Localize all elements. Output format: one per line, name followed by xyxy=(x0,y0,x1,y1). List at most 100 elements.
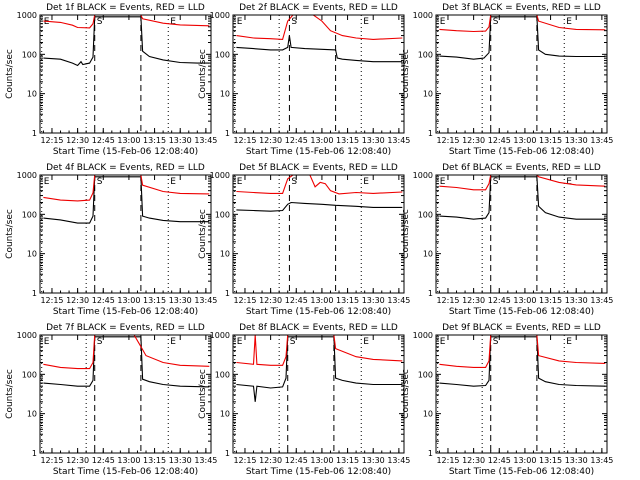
detector-plot-2: Det 2f BLACK = Events, RED = LLD E S E 1 10 10… xyxy=(198,3,410,157)
detector-plot-4: Det 4f BLACK = Events, RED = LLD E S E 1 10 10… xyxy=(5,163,217,317)
x-tick-label: 12:45 xyxy=(285,296,308,305)
x-tick-label: 12:45 xyxy=(285,136,308,145)
x-tick-label: 12:15 xyxy=(40,136,63,145)
y-axis-label: Counts/sec xyxy=(401,209,411,259)
x-tick-label: 13:30 xyxy=(565,136,588,145)
y-tick-label: 1000 xyxy=(413,11,433,20)
y-tick-label: 1000 xyxy=(210,331,230,340)
y-tick-label: 100 xyxy=(418,370,433,379)
x-tick-label: 12:15 xyxy=(233,296,256,305)
marker-label: S xyxy=(493,337,499,347)
y-tick-label: 1 xyxy=(32,289,37,298)
x-axis-label: Start Time (15-Feb-06 12:08:40) xyxy=(246,307,391,317)
series-line-lld xyxy=(43,174,210,202)
x-axis-label: Start Time (15-Feb-06 12:08:40) xyxy=(53,147,198,157)
y-axis-label: Counts/sec xyxy=(198,49,208,99)
y-tick-label: 1 xyxy=(32,129,37,138)
x-axis-label: Start Time (15-Feb-06 12:08:40) xyxy=(449,467,594,477)
x-tick-label: 13:00 xyxy=(310,296,333,305)
x-tick-label: 12:30 xyxy=(259,456,282,465)
series-line-lld xyxy=(236,174,403,195)
y-tick-label: 1000 xyxy=(17,331,37,340)
y-tick-label: 100 xyxy=(418,210,433,219)
x-tick-label: 13:30 xyxy=(362,136,385,145)
x-tick-label: 13:15 xyxy=(336,456,359,465)
plot-title: Det 3f BLACK = Events, RED = LLD xyxy=(442,3,601,13)
x-tick-label: 12:30 xyxy=(462,136,485,145)
x-axis-label: Start Time (15-Feb-06 12:08:40) xyxy=(449,307,594,317)
y-tick-label: 100 xyxy=(215,210,230,219)
x-tick-label: 13:00 xyxy=(117,136,140,145)
plot-frame xyxy=(435,334,608,454)
detector-plot-5: Det 5f BLACK = Events, RED = LLD E S E 1 10 10… xyxy=(198,163,410,317)
x-tick-label: 12:15 xyxy=(436,136,459,145)
x-tick-label: 13:15 xyxy=(143,456,166,465)
marker-label: S xyxy=(493,177,499,187)
marker-label: E xyxy=(566,177,572,187)
marker-label: E xyxy=(44,177,50,187)
detector-plot-9: Det 9f BLACK = Events, RED = LLD E S E 1 10 10… xyxy=(401,323,613,477)
x-tick-label: 13:45 xyxy=(387,136,410,145)
y-tick-label: 1 xyxy=(428,449,433,458)
y-tick-label: 10 xyxy=(27,410,37,419)
series-line-events xyxy=(43,336,210,388)
y-tick-label: 1 xyxy=(225,449,230,458)
plot-frame xyxy=(39,14,212,134)
x-tick-label: 13:45 xyxy=(194,456,217,465)
y-tick-label: 10 xyxy=(27,250,37,259)
detector-plot-3: Det 3f BLACK = Events, RED = LLD E S E 1 10 10… xyxy=(401,3,613,157)
y-tick-label: 10 xyxy=(220,250,230,259)
marker-label: S xyxy=(97,17,103,27)
y-axis-label: Counts/sec xyxy=(198,209,208,259)
series-line-events xyxy=(236,201,403,212)
plot-title: Det 2f BLACK = Events, RED = LLD xyxy=(239,3,398,13)
plot-frame xyxy=(232,334,405,454)
y-tick-label: 1 xyxy=(428,289,433,298)
x-tick-label: 13:15 xyxy=(539,136,562,145)
x-tick-label: 12:30 xyxy=(259,136,282,145)
series-line-events xyxy=(43,176,210,224)
x-tick-label: 12:45 xyxy=(285,456,308,465)
top-clip-band xyxy=(435,331,608,335)
x-tick-label: 13:00 xyxy=(310,456,333,465)
plot-frame xyxy=(435,174,608,294)
series-line-lld xyxy=(236,14,403,40)
x-tick-label: 13:15 xyxy=(336,296,359,305)
y-tick-label: 1 xyxy=(32,449,37,458)
y-tick-label: 1000 xyxy=(17,11,37,20)
marker-label: E xyxy=(170,17,176,27)
marker-label: S xyxy=(291,17,297,27)
detector-plot-1: Det 1f BLACK = Events, RED = LLD E S E 1 10 10… xyxy=(5,3,217,157)
top-clip-band xyxy=(39,171,212,175)
x-tick-label: 12:15 xyxy=(40,456,63,465)
y-axis-label: Counts/sec xyxy=(5,369,15,419)
x-tick-label: 12:30 xyxy=(66,136,89,145)
y-axis-label: Counts/sec xyxy=(5,209,15,259)
marker-label: E xyxy=(566,17,572,27)
y-tick-label: 100 xyxy=(22,50,37,59)
series-line-lld xyxy=(439,334,606,368)
marker-label: E xyxy=(363,17,369,27)
y-tick-label: 1000 xyxy=(413,171,433,180)
marker-label: E xyxy=(363,337,369,347)
series-line-events xyxy=(439,16,606,60)
x-tick-label: 13:15 xyxy=(336,136,359,145)
x-tick-label: 13:45 xyxy=(194,296,217,305)
y-tick-label: 100 xyxy=(215,50,230,59)
x-tick-label: 13:30 xyxy=(362,456,385,465)
marker-label: S xyxy=(97,337,103,347)
series-line-lld xyxy=(43,14,210,29)
x-tick-label: 13:30 xyxy=(565,296,588,305)
x-tick-label: 12:45 xyxy=(92,456,115,465)
x-tick-label: 12:30 xyxy=(462,456,485,465)
marker-label: E xyxy=(566,337,572,347)
x-axis-label: Start Time (15-Feb-06 12:08:40) xyxy=(246,467,391,477)
series-line-lld xyxy=(439,14,606,33)
y-tick-label: 10 xyxy=(220,90,230,99)
detector-plot-6: Det 6f BLACK = Events, RED = LLD E S E 1 10 10… xyxy=(401,163,613,317)
y-tick-label: 10 xyxy=(220,410,230,419)
y-tick-label: 1000 xyxy=(210,11,230,20)
x-tick-label: 13:45 xyxy=(194,136,217,145)
x-tick-label: 12:15 xyxy=(436,296,459,305)
x-tick-label: 13:15 xyxy=(143,136,166,145)
